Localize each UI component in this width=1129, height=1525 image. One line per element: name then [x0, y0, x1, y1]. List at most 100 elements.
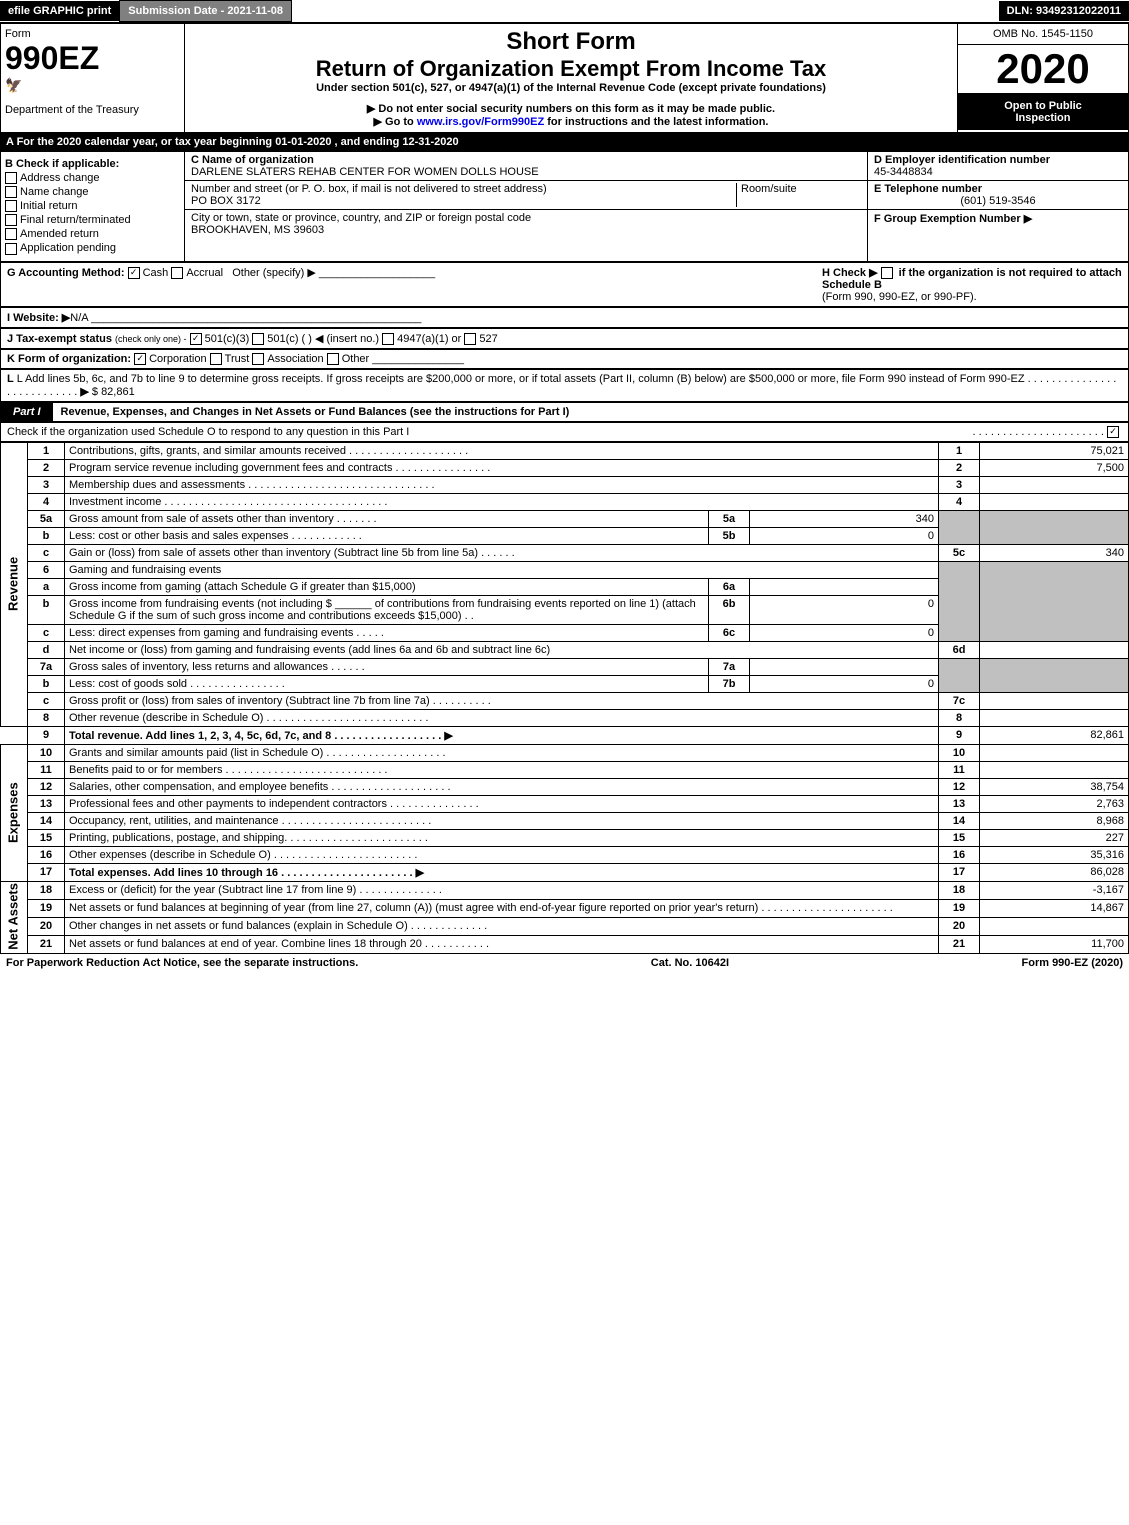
- org-name: DARLENE SLATERS REHAB CENTER FOR WOMEN D…: [191, 166, 539, 178]
- website-value: N/A: [70, 312, 88, 324]
- line-19-desc: Net assets or fund balances at beginning…: [65, 899, 939, 917]
- line-6c-desc: Less: direct expenses from gaming and fu…: [65, 624, 709, 641]
- subtitle: Under section 501(c), 527, or 4947(a)(1)…: [189, 82, 953, 94]
- line-9-value: 82,861: [980, 726, 1129, 744]
- line-4-value: [980, 493, 1129, 510]
- city-label: City or town, state or province, country…: [191, 212, 531, 224]
- page-footer: For Paperwork Reduction Act Notice, see …: [0, 954, 1129, 972]
- form-number: 990EZ: [5, 40, 180, 77]
- check-amended-return[interactable]: Amended return: [5, 228, 180, 240]
- check-501c[interactable]: [252, 333, 264, 345]
- tax-year-line: A For the 2020 calendar year, or tax yea…: [0, 133, 1129, 151]
- short-form-title: Short Form: [189, 28, 953, 56]
- irs-link[interactable]: www.irs.gov/Form990EZ: [417, 116, 544, 128]
- check-schedule-o[interactable]: ✓: [1107, 426, 1119, 438]
- submission-date: Submission Date - 2021-11-08: [119, 0, 292, 22]
- line-6d-value: [980, 641, 1129, 658]
- part-1-table: Revenue 1 Contributions, gifts, grants, …: [0, 442, 1129, 954]
- check-final-return[interactable]: Final return/terminated: [5, 214, 180, 226]
- section-j: J Tax-exempt status (check only one) - ✓…: [0, 328, 1129, 349]
- org-name-label: C Name of organization: [191, 154, 314, 166]
- check-other[interactable]: [327, 353, 339, 365]
- schedule-o-check-line: Check if the organization used Schedule …: [0, 422, 1129, 442]
- line-10-value: [980, 744, 1129, 761]
- info-block: B Check if applicable: Address change Na…: [0, 151, 1129, 262]
- phone-label: E Telephone number: [874, 183, 982, 195]
- line-1-desc: Contributions, gifts, grants, and simila…: [65, 442, 939, 459]
- form-page-ref: Form 990-EZ (2020): [1022, 957, 1124, 969]
- dln: DLN: 93492312022011: [999, 1, 1129, 21]
- form-header: Form 990EZ 🦅 Department of the Treasury …: [0, 23, 1129, 133]
- line-14-value: 8,968: [980, 812, 1129, 829]
- line-5a-desc: Gross amount from sale of assets other t…: [65, 510, 709, 527]
- warning-ssn: ▶ Do not enter social security numbers o…: [189, 102, 953, 115]
- line-7c-desc: Gross profit or (loss) from sales of inv…: [65, 692, 939, 709]
- check-schedule-b[interactable]: [881, 267, 893, 279]
- ein-value: 45-3448834: [874, 166, 933, 178]
- check-association[interactable]: [252, 353, 264, 365]
- section-c: C Name of organization DARLENE SLATERS R…: [185, 152, 867, 261]
- line-11-value: [980, 761, 1129, 778]
- check-cash[interactable]: ✓: [128, 267, 140, 279]
- line-13-value: 2,763: [980, 795, 1129, 812]
- line-15-value: 227: [980, 829, 1129, 846]
- section-b: B Check if applicable: Address change Na…: [1, 152, 185, 261]
- line-12-value: 38,754: [980, 778, 1129, 795]
- line-3-desc: Membership dues and assessments . . . . …: [65, 476, 939, 493]
- line-16-value: 35,316: [980, 846, 1129, 863]
- line-7a-desc: Gross sales of inventory, less returns a…: [65, 658, 709, 675]
- section-l: L L Add lines 5b, 6c, and 7b to line 9 t…: [0, 369, 1129, 402]
- part-1-label: Part I: [1, 403, 53, 421]
- check-trust[interactable]: [210, 353, 222, 365]
- section-i: I Website: ▶N/A ________________________…: [0, 307, 1129, 328]
- line-8-value: [980, 709, 1129, 726]
- form-label: Form: [5, 28, 180, 40]
- expenses-label: Expenses: [1, 744, 28, 881]
- group-exemption-label: F Group Exemption Number ▶: [874, 213, 1032, 225]
- line-6a-value: [750, 578, 939, 595]
- line-14-desc: Occupancy, rent, utilities, and maintena…: [65, 812, 939, 829]
- line-7a-value: [750, 658, 939, 675]
- line-6b-value: 0: [750, 595, 939, 624]
- check-501c3[interactable]: ✓: [190, 333, 202, 345]
- line-6d-desc: Net income or (loss) from gaming and fun…: [65, 641, 939, 658]
- line-18-desc: Excess or (deficit) for the year (Subtra…: [65, 881, 939, 899]
- form-number-block: Form 990EZ 🦅 Department of the Treasury: [1, 24, 185, 132]
- paperwork-notice: For Paperwork Reduction Act Notice, see …: [6, 957, 358, 969]
- part-1-header: Part I Revenue, Expenses, and Changes in…: [0, 402, 1129, 422]
- phone-value: (601) 519-3546: [874, 195, 1122, 207]
- section-h: H Check ▶ if the organization is not req…: [822, 267, 1122, 291]
- line-12-desc: Salaries, other compensation, and employ…: [65, 778, 939, 795]
- addr-label: Number and street (or P. O. box, if mail…: [191, 183, 547, 195]
- city-value: BROOKHAVEN, MS 39603: [191, 224, 324, 236]
- line-21-desc: Net assets or fund balances at end of ye…: [65, 935, 939, 953]
- line-21-value: 11,700: [980, 935, 1129, 953]
- line-2-desc: Program service revenue including govern…: [65, 459, 939, 476]
- check-4947[interactable]: [382, 333, 394, 345]
- line-5c-value: 340: [980, 544, 1129, 561]
- line-6-desc: Gaming and fundraising events: [65, 561, 939, 578]
- addr-value: PO BOX 3172: [191, 195, 261, 207]
- check-initial-return[interactable]: Initial return: [5, 200, 180, 212]
- goto-link-line: ▶ Go to www.irs.gov/Form990EZ for instru…: [189, 115, 953, 128]
- check-name-change[interactable]: Name change: [5, 186, 180, 198]
- line-2-value: 7,500: [980, 459, 1129, 476]
- line-13-desc: Professional fees and other payments to …: [65, 795, 939, 812]
- efile-print[interactable]: efile GRAPHIC print: [0, 1, 119, 21]
- line-20-desc: Other changes in net assets or fund bala…: [65, 917, 939, 935]
- room-suite: Room/suite: [736, 183, 861, 207]
- line-7b-value: 0: [750, 675, 939, 692]
- check-corporation[interactable]: ✓: [134, 353, 146, 365]
- line-15-desc: Printing, publications, postage, and shi…: [65, 829, 939, 846]
- line-9-desc: Total revenue. Add lines 1, 2, 3, 4, 5c,…: [65, 726, 939, 744]
- check-accrual[interactable]: [171, 267, 183, 279]
- header-right: OMB No. 1545-1150 2020 Open to Public In…: [957, 24, 1128, 132]
- check-application-pending[interactable]: Application pending: [5, 242, 180, 254]
- open-to-public: Open to Public Inspection: [958, 94, 1128, 130]
- gross-receipts: $ 82,861: [92, 386, 135, 398]
- section-h-note: (Form 990, 990-EZ, or 990-PF).: [822, 291, 977, 303]
- omb-number: OMB No. 1545-1150: [958, 24, 1128, 45]
- check-527[interactable]: [464, 333, 476, 345]
- return-title: Return of Organization Exempt From Incom…: [189, 56, 953, 82]
- check-address-change[interactable]: Address change: [5, 172, 180, 184]
